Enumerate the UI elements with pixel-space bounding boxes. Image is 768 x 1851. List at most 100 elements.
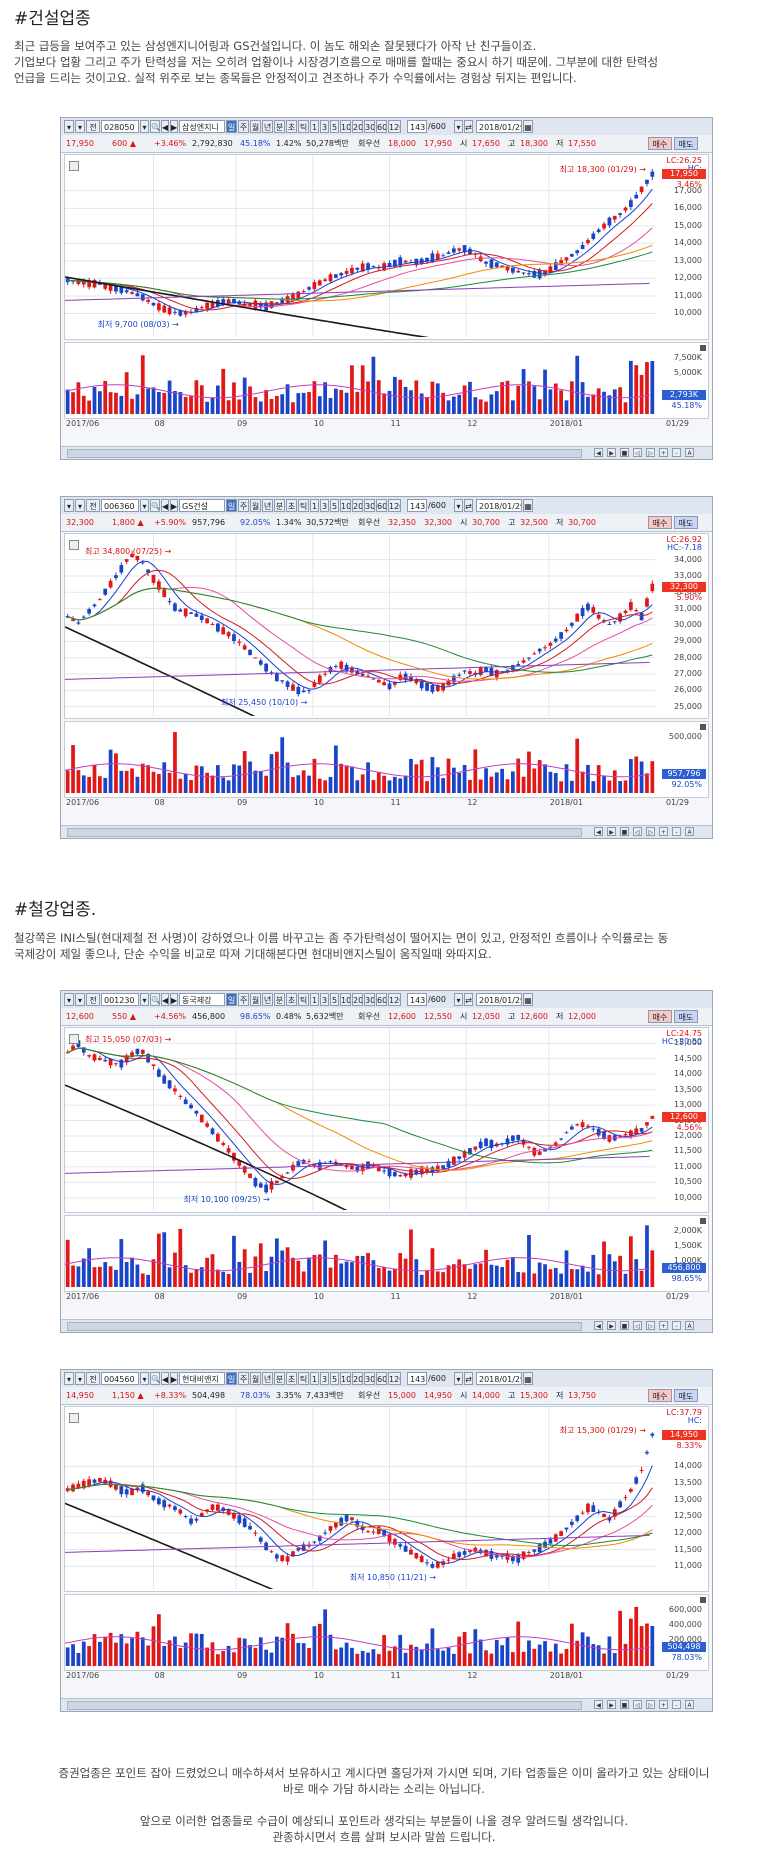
panel-menu-icon[interactable] — [69, 540, 79, 550]
interval-5-button[interactable]: 5 — [330, 120, 339, 133]
period-주-button[interactable]: 주 — [238, 120, 249, 133]
interval-20-button[interactable]: 20 — [352, 499, 363, 512]
interval-120-button[interactable]: 120 — [388, 499, 401, 512]
menu-dropdown-button[interactable]: ▾ — [64, 499, 74, 512]
stock-code-input[interactable]: 004560 — [101, 1372, 139, 1385]
price-chart-panel[interactable]: 15,00014,50014,00013,50013,00012,50012,0… — [64, 1027, 709, 1213]
date-input[interactable]: 2018/01/29 — [476, 993, 522, 1006]
toggle-icon[interactable]: ⇄ — [464, 120, 473, 133]
stop-button[interactable]: ■ — [620, 1700, 629, 1709]
zoom-out-button[interactable]: - — [672, 1321, 681, 1330]
settings-icon[interactable]: ▾ — [454, 120, 463, 133]
scroll-left-button[interactable]: ◀ — [594, 1321, 603, 1330]
panel-menu-icon[interactable] — [69, 1034, 79, 1044]
interval-3-button[interactable]: 3 — [320, 499, 329, 512]
prev-stock-icon[interactable]: ◀ — [161, 993, 169, 1006]
chart-scroll-bar[interactable]: ◀ ▶ ■ ◁ ▷ + - A — [61, 1319, 712, 1332]
period-월-button[interactable]: 월 — [250, 993, 261, 1006]
interval-10-button[interactable]: 10 — [340, 120, 351, 133]
zoom-out-button[interactable]: - — [672, 1700, 681, 1709]
price-chart-panel[interactable]: 14,000 13,500 13,000 12,500 12,000 11,500 11,0… — [64, 1406, 709, 1592]
zoom-in-button[interactable]: + — [659, 827, 668, 836]
calendar-icon[interactable]: ▦ — [523, 993, 533, 1006]
period-월-button[interactable]: 월 — [250, 1372, 261, 1385]
interval-1-button[interactable]: 1 — [310, 120, 319, 133]
scroll-thumb[interactable] — [67, 828, 582, 837]
chart-scroll-bar[interactable]: ◀ ▶ ■ ◁ ▷ + - A — [61, 446, 712, 459]
prev-button[interactable]: ◁ — [633, 448, 642, 457]
next-stock-icon[interactable]: ▶ — [170, 120, 178, 133]
search-icon[interactable]: 🔍 — [150, 499, 160, 512]
chart-scroll-bar[interactable]: ◀ ▶ ■ ◁ ▷ + - A — [61, 825, 712, 838]
period-초-button[interactable]: 초 — [286, 120, 297, 133]
sell-button[interactable]: 매도 — [674, 1010, 698, 1023]
volume-panel-close-icon[interactable] — [700, 1218, 706, 1224]
period-button[interactable]: 전 — [86, 1372, 100, 1385]
period-초-button[interactable]: 초 — [286, 993, 297, 1006]
stock-code-input[interactable]: 006360 — [101, 499, 139, 512]
interval-10-button[interactable]: 10 — [340, 1372, 351, 1385]
toggle-icon[interactable]: ⇄ — [464, 993, 473, 1006]
interval-60-button[interactable]: 60 — [376, 993, 387, 1006]
interval-3-button[interactable]: 3 — [320, 120, 329, 133]
period-주-button[interactable]: 주 — [238, 499, 249, 512]
next-button[interactable]: ▷ — [646, 827, 655, 836]
buy-button[interactable]: 매수 — [648, 1010, 672, 1023]
scroll-right-button[interactable]: ▶ — [607, 1321, 616, 1330]
sell-button[interactable]: 매도 — [674, 516, 698, 529]
next-stock-icon[interactable]: ▶ — [170, 499, 178, 512]
volume-panel-close-icon[interactable] — [700, 724, 706, 730]
scroll-thumb[interactable] — [67, 1701, 582, 1710]
interval-20-button[interactable]: 20 — [352, 993, 363, 1006]
option-dropdown-button[interactable]: ▾ — [75, 120, 85, 133]
interval-30-button[interactable]: 30 — [364, 120, 375, 133]
interval-30-button[interactable]: 30 — [364, 1372, 375, 1385]
code-dropdown-icon[interactable]: ▾ — [140, 1372, 149, 1385]
period-button[interactable]: 전 — [86, 499, 100, 512]
period-초-button[interactable]: 초 — [286, 1372, 297, 1385]
count-input[interactable]: 143 — [407, 120, 427, 133]
sell-button[interactable]: 매도 — [674, 1389, 698, 1402]
interval-60-button[interactable]: 60 — [376, 499, 387, 512]
interval-3-button[interactable]: 3 — [320, 993, 329, 1006]
period-일-button[interactable]: 일 — [226, 499, 237, 512]
period-초-button[interactable]: 초 — [286, 499, 297, 512]
scroll-left-button[interactable]: ◀ — [594, 827, 603, 836]
interval-20-button[interactable]: 20 — [352, 1372, 363, 1385]
date-input[interactable]: 2018/01/29 — [476, 1372, 522, 1385]
period-일-button[interactable]: 일 — [226, 993, 237, 1006]
volume-chart-panel[interactable]: 2,000K 1,500K 1,000K 456,800 98.65% — [64, 1215, 709, 1292]
buy-button[interactable]: 매수 — [648, 137, 672, 150]
period-button[interactable]: 전 — [86, 993, 100, 1006]
auto-button[interactable]: A — [685, 448, 694, 457]
interval-5-button[interactable]: 5 — [330, 1372, 339, 1385]
period-년-button[interactable]: 년 — [262, 499, 273, 512]
option-dropdown-button[interactable]: ▾ — [75, 1372, 85, 1385]
period-주-button[interactable]: 주 — [238, 993, 249, 1006]
toggle-icon[interactable]: ⇄ — [464, 499, 473, 512]
interval-5-button[interactable]: 5 — [330, 499, 339, 512]
period-분-button[interactable]: 분 — [274, 120, 285, 133]
calendar-icon[interactable]: ▦ — [523, 499, 533, 512]
period-년-button[interactable]: 년 — [262, 120, 273, 133]
count-input[interactable]: 143 — [407, 499, 427, 512]
price-chart-panel[interactable]: 34,00033,00032,00031,00030,00029,00028,0… — [64, 533, 709, 719]
buy-button[interactable]: 매수 — [648, 516, 672, 529]
chart-scroll-bar[interactable]: ◀ ▶ ■ ◁ ▷ + - A — [61, 1698, 712, 1711]
interval-60-button[interactable]: 60 — [376, 1372, 387, 1385]
period-주-button[interactable]: 주 — [238, 1372, 249, 1385]
interval-120-button[interactable]: 120 — [388, 1372, 401, 1385]
calendar-icon[interactable]: ▦ — [523, 120, 533, 133]
interval-120-button[interactable]: 120 — [388, 120, 401, 133]
stock-code-input[interactable]: 001230 — [101, 993, 139, 1006]
option-dropdown-button[interactable]: ▾ — [75, 499, 85, 512]
scroll-right-button[interactable]: ▶ — [607, 827, 616, 836]
stop-button[interactable]: ■ — [620, 827, 629, 836]
interval-3-button[interactable]: 3 — [320, 1372, 329, 1385]
option-dropdown-button[interactable]: ▾ — [75, 993, 85, 1006]
code-dropdown-icon[interactable]: ▾ — [140, 993, 149, 1006]
scroll-right-button[interactable]: ▶ — [607, 1700, 616, 1709]
settings-icon[interactable]: ▾ — [454, 499, 463, 512]
prev-stock-icon[interactable]: ◀ — [161, 499, 169, 512]
count-input[interactable]: 143 — [407, 1372, 427, 1385]
